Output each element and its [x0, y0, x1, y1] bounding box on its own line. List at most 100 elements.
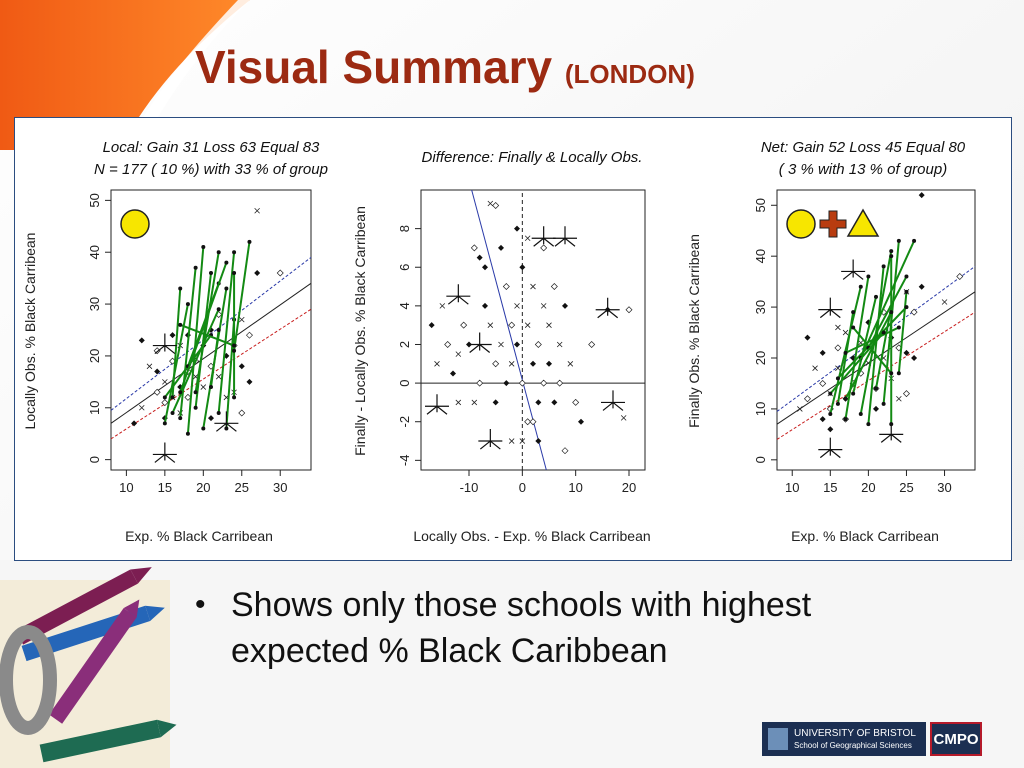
reference-line	[776, 311, 976, 440]
data-point	[896, 395, 902, 402]
link-end-point	[866, 422, 871, 427]
data-point	[842, 329, 849, 336]
star-marker	[214, 411, 239, 432]
y-tick-label: 20	[87, 349, 102, 363]
link-end-point	[178, 286, 183, 291]
data-point	[245, 331, 253, 339]
star-marker	[601, 390, 625, 411]
link-end-point	[216, 328, 221, 332]
data-point	[519, 264, 526, 271]
chart1-xlabel: Exp. % Black Carribean	[125, 528, 273, 544]
data-point	[567, 361, 574, 367]
y-tick-label: -2	[397, 416, 412, 428]
data-point	[918, 283, 925, 290]
star-marker	[446, 284, 471, 305]
y-tick-label: 0	[87, 456, 102, 463]
link-end-point	[170, 395, 175, 400]
chart1-plot-area: 10 15 20 25 30 0 10 20 30 40 50	[87, 189, 312, 495]
green-link	[829, 286, 862, 415]
data-point	[514, 303, 520, 309]
data-point	[254, 269, 261, 276]
star-marker	[879, 422, 904, 443]
star-marker	[531, 226, 556, 247]
star-marker	[478, 429, 503, 450]
crayon-magenta-icon	[49, 608, 137, 724]
university-logo-line1: UNIVERSITY OF BRISTOL	[794, 728, 916, 739]
data-point	[476, 254, 483, 261]
y-tick-label: 10	[753, 402, 768, 416]
data-point	[514, 341, 520, 348]
data-point	[535, 399, 542, 406]
x-tick-label: 20	[196, 480, 210, 495]
data-point	[508, 321, 516, 329]
data-point	[138, 337, 145, 344]
link-end-point	[201, 245, 206, 250]
data-point	[804, 334, 811, 341]
green-link	[867, 276, 908, 349]
tape-roll-icon	[0, 625, 57, 735]
chart2-plot-area: -10 0 10 20 -4 -2 0 2 4 6 8	[397, 189, 646, 495]
link-end-point	[162, 395, 167, 400]
green-link	[194, 252, 220, 393]
data-point	[131, 420, 138, 427]
link-end-point	[185, 431, 190, 436]
y-tick-label: 40	[87, 245, 102, 259]
chart3-title-line1: Net: Gain 52 Loss 45 Equal 80	[761, 139, 966, 156]
data-point	[487, 200, 494, 207]
chart3-plot-area: 10 15 20 25 30 0 10 20 30 40 50	[753, 189, 976, 495]
link-end-point	[178, 322, 183, 327]
green-link	[836, 312, 855, 404]
data-point	[482, 302, 488, 309]
data-point	[138, 404, 145, 411]
data-point	[153, 388, 161, 396]
chart2-xlabel: Locally Obs. - Exp. % Black Carribean	[413, 528, 650, 544]
green-link	[225, 319, 236, 429]
data-point	[902, 390, 910, 398]
link-end-point	[889, 249, 894, 254]
plot-border	[420, 189, 646, 471]
data-point	[827, 426, 834, 433]
link-end-point	[193, 405, 198, 410]
slide-title: Visual Summary (LONDON)	[195, 40, 695, 94]
link-end-point	[896, 325, 901, 330]
green-link	[867, 266, 885, 425]
link-end-point	[828, 412, 833, 416]
data-point	[444, 340, 452, 348]
data-point	[835, 324, 841, 331]
y-tick-label: 2	[397, 341, 412, 348]
link-end-point	[209, 270, 213, 275]
crayons-illustration	[0, 567, 177, 768]
data-point	[476, 379, 484, 387]
data-point	[873, 405, 879, 412]
data-point	[498, 341, 504, 348]
chart1-title-line2: N = 177 ( 10 %) with 33 % of group	[94, 161, 328, 178]
data-point	[238, 363, 245, 370]
link-end-point	[835, 401, 840, 406]
chart1-title-line1: Local: Gain 31 Loss 63 Equal 83	[103, 139, 320, 156]
data-point	[546, 360, 552, 367]
data-point	[428, 322, 435, 329]
figure-frame: Local: Gain 31 Loss 63 Equal 83 N = 177 …	[14, 117, 1012, 561]
x-tick-label: 15	[823, 480, 837, 495]
x-tick-label: 20	[861, 480, 875, 495]
link-end-point	[889, 310, 894, 315]
star-marker	[425, 394, 449, 415]
star-marker	[152, 442, 177, 463]
star-marker	[553, 226, 577, 247]
data-point	[200, 384, 207, 390]
link-end-point	[232, 250, 237, 255]
link-end-point	[858, 284, 863, 289]
chart-panel-3: Net: Gain 52 Loss 45 Equal 80 ( 3 % with…	[686, 139, 976, 544]
chart3-xlabel: Exp. % Black Carribean	[791, 528, 939, 544]
x-tick-label: -10	[460, 480, 479, 495]
link-end-point	[912, 238, 917, 243]
data-point	[254, 207, 260, 214]
link-end-point	[851, 325, 856, 330]
link-end-point	[216, 250, 221, 255]
data-point	[819, 379, 827, 387]
university-logo-line2: School of Geographical Sciences	[794, 741, 912, 750]
data-point	[503, 380, 510, 387]
x-tick-label: 0	[519, 480, 526, 495]
data-point	[556, 379, 564, 387]
data-point	[535, 438, 542, 445]
